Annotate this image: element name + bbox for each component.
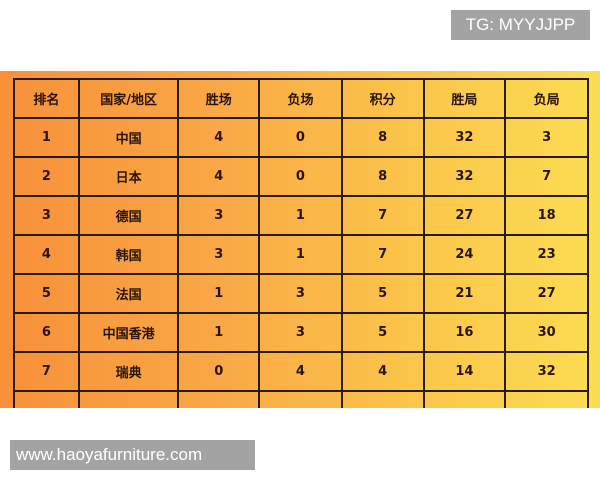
column-header: 胜局 [422, 78, 507, 119]
table-cell: 7 [13, 351, 80, 392]
table-cell [504, 390, 589, 408]
table-cell: 3 [258, 312, 343, 353]
table-row: 3 德国 3 1 7 27 18 [13, 195, 589, 236]
table-cell: 法国 [77, 273, 180, 314]
table-cell: 27 [422, 195, 507, 236]
table-cell [422, 390, 507, 408]
table-cell: 日本 [77, 156, 180, 197]
table-cell [13, 390, 80, 408]
table-cell: 32 [422, 156, 507, 197]
table-row: 5 法国 1 3 5 21 27 [13, 273, 589, 314]
column-header: 负局 [504, 78, 589, 119]
column-header: 积分 [340, 78, 425, 119]
table-cell [258, 390, 343, 408]
table-cell [177, 390, 261, 408]
table-cell: 4 [340, 351, 425, 392]
standings-image: 排名 国家/地区 胜场 负场 积分 胜局 负局 1 中国 4 0 8 32 3 2 日本 4 0 8 32 7 3 德国 3… [0, 71, 600, 408]
table-cell: 7 [340, 234, 425, 275]
standings-table: 排名 国家/地区 胜场 负场 积分 胜局 负局 1 中国 4 0 8 32 3 2 日本 4 0 8 32 7 3 德国 3… [13, 78, 589, 408]
table-cell: 16 [422, 312, 507, 353]
table-row: 6 中国香港 1 3 5 16 30 [13, 312, 589, 353]
column-header: 负场 [258, 78, 343, 119]
table-cell: 1 [13, 117, 80, 158]
table-cell [340, 390, 425, 408]
table-cell: 1 [177, 312, 261, 353]
table-cell: 4 [13, 234, 80, 275]
table-cell: 3 [177, 195, 261, 236]
column-header: 排名 [13, 78, 80, 119]
table-cell: 1 [177, 273, 261, 314]
table-cell: 中国香港 [77, 312, 180, 353]
column-header: 胜场 [177, 78, 261, 119]
table-cell: 4 [177, 117, 261, 158]
table-cell: 14 [422, 351, 507, 392]
table-cell: 德国 [77, 195, 180, 236]
table-cell: 0 [258, 117, 343, 158]
table-cell: 23 [504, 234, 589, 275]
table-cell: 3 [177, 234, 261, 275]
table-cell: 4 [177, 156, 261, 197]
table-cell: 4 [258, 351, 343, 392]
table-cell: 3 [13, 195, 80, 236]
table-cell: 32 [504, 351, 589, 392]
table-cell: 8 [340, 117, 425, 158]
table-cell: 18 [504, 195, 589, 236]
table-cell: 30 [504, 312, 589, 353]
table-cell: 32 [422, 117, 507, 158]
table-cell [77, 390, 180, 408]
table-cell: 1 [258, 195, 343, 236]
table-row: 7 瑞典 0 4 4 14 32 [13, 351, 589, 392]
watermark-top: TG: MYYJJPP [451, 10, 590, 40]
table-cell: 0 [177, 351, 261, 392]
table-cell: 1 [258, 234, 343, 275]
table-cell: 中国 [77, 117, 180, 158]
table-cell: 27 [504, 273, 589, 314]
table-row: 4 韩国 3 1 7 24 23 [13, 234, 589, 275]
table-cell: 5 [340, 312, 425, 353]
table-cell: 瑞典 [77, 351, 180, 392]
table-cell: 3 [504, 117, 589, 158]
table-cell: 8 [340, 156, 425, 197]
column-header: 国家/地区 [77, 78, 180, 119]
table-row: 1 中国 4 0 8 32 3 [13, 117, 589, 158]
table-row: 2 日本 4 0 8 32 7 [13, 156, 589, 197]
table-cell: 2 [13, 156, 80, 197]
table-cell: 7 [340, 195, 425, 236]
table-cell: 3 [258, 273, 343, 314]
watermark-bottom: www.haoyafurniture.com [10, 440, 255, 470]
table-cell: 21 [422, 273, 507, 314]
table-cell: 0 [258, 156, 343, 197]
table-cell: 5 [340, 273, 425, 314]
table-cell: 5 [13, 273, 80, 314]
table-row-cut-off [13, 390, 589, 408]
table-cell: 6 [13, 312, 80, 353]
header-row: 排名 国家/地区 胜场 负场 积分 胜局 负局 [13, 78, 589, 119]
table-cell: 7 [504, 156, 589, 197]
table-cell: 韩国 [77, 234, 180, 275]
table-cell: 24 [422, 234, 507, 275]
